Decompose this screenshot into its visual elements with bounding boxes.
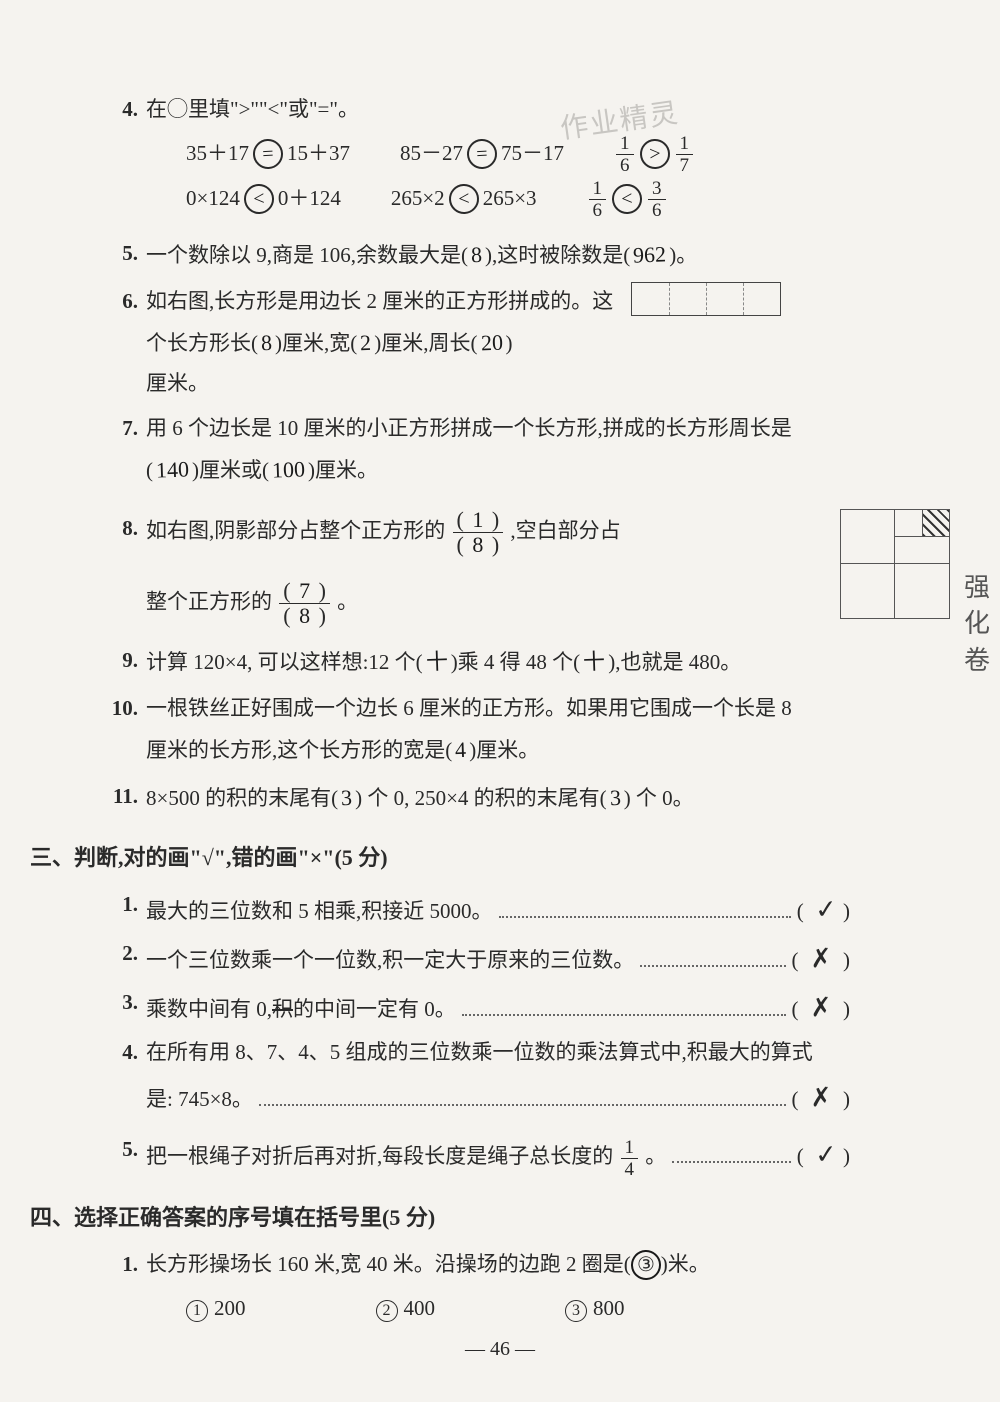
choice-options: 1200 2400 3800 <box>186 1289 850 1329</box>
side-tab: 强化卷 <box>964 570 1000 679</box>
option-3-icon: 3 <box>565 1300 587 1322</box>
option-2-icon: 2 <box>376 1300 398 1322</box>
page-content: 4. 在◯里填">""<"或"="。 35＋17 = 15＋37 85－27 =… <box>90 90 850 1335</box>
question-7: 7. 用 6 个边长是 10 厘米的小正方形拼成一个长方形,拼成的长方形周长是 … <box>90 409 850 491</box>
question-4: 4. 在◯里填">""<"或"="。 35＋17 = 15＋37 85－27 =… <box>90 90 850 228</box>
judge-4: 4. 在所有用 8、7、4、5 组成的三位数乘一位数的乘法算式中,积最大的算式 … <box>90 1033 850 1122</box>
choice-1: 1. 长方形操场长 160 米,宽 40 米。沿操场的边跑 2 圈是(③)米。 … <box>90 1245 850 1329</box>
judge-1: 1. 最大的三位数和 5 相乘,积接近 5000。 ( ✓) <box>90 885 850 934</box>
q4-row1: 35＋17 = 15＋37 85－27 = 75－17 16 > 17 <box>186 134 850 175</box>
judge-5: 5. 把一根绳子对折后再对折,每段长度是绳子总长度的 14 。 ( ✓) <box>90 1130 850 1179</box>
q4-stem: 在◯里填">""<"或"="。 <box>146 90 850 130</box>
fraction-answer: ( 1 ) ( 8 ) <box>453 509 504 556</box>
answer-blank: > <box>639 139 671 171</box>
judge-mark: ✓ <box>807 883 844 935</box>
option-1-icon: 1 <box>186 1300 208 1322</box>
q4-num: 4. <box>90 90 146 228</box>
fraction-answer: ( 7 ) ( 8 ) <box>279 580 330 627</box>
answer-blank: = <box>466 139 498 171</box>
question-5: 5. 一个数除以 9,商是 106,余数最大是(8),这时被除数是(962)。 <box>90 234 850 276</box>
answer-blank: = <box>252 139 284 171</box>
page-number: — 46 — <box>0 1330 1000 1368</box>
strikethrough: 积 <box>272 997 293 1021</box>
question-11: 11. 8×500 的积的末尾有(3) 个 0, 250×4 的积的末尾有(3)… <box>90 777 850 819</box>
section-4-heading: 四、选择正确答案的序号填在括号里(5 分) <box>30 1197 850 1239</box>
question-6: 6. 如右图,长方形是用边长 2 厘米的正方形拼成的。这 个长方形长(8)厘米,… <box>90 282 850 404</box>
question-8: 8. 如右图,阴影部分占整个正方形的 ( 1 ) ( 8 ) ,空白部分占 整个… <box>90 509 850 627</box>
question-9: 9. 计算 120×4, 可以这样想:12 个(十)乘 4 得 48 个(十),… <box>90 641 850 683</box>
handwritten-answer: 962 <box>630 233 670 276</box>
section-3-heading: 三、判断,对的画"√",错的画"×"(5 分) <box>30 837 850 879</box>
question-10: 10. 一根铁丝正好围成一个边长 6 厘米的正方形。如果用它围成一个长是 8 厘… <box>90 689 850 771</box>
judge-3: 3. 乘数中间有 0,积的中间一定有 0。 ( ✗ ) <box>90 983 850 1032</box>
q6-figure <box>631 282 781 316</box>
answer-blank: < <box>243 184 275 216</box>
q4-row2: 0×124 < 0＋124 265×2 < 265×3 16 < 36 <box>186 179 850 220</box>
answer-blank: < <box>611 184 643 216</box>
judge-2: 2. 一个三位数乘一个一位数,积一定大于原来的三位数。 ( ✗ ) <box>90 934 850 983</box>
handwritten-answer: 8 <box>467 234 485 276</box>
answer-blank: < <box>448 184 480 216</box>
choice-answer: ③ <box>630 1249 662 1281</box>
q8-figure <box>840 509 950 619</box>
